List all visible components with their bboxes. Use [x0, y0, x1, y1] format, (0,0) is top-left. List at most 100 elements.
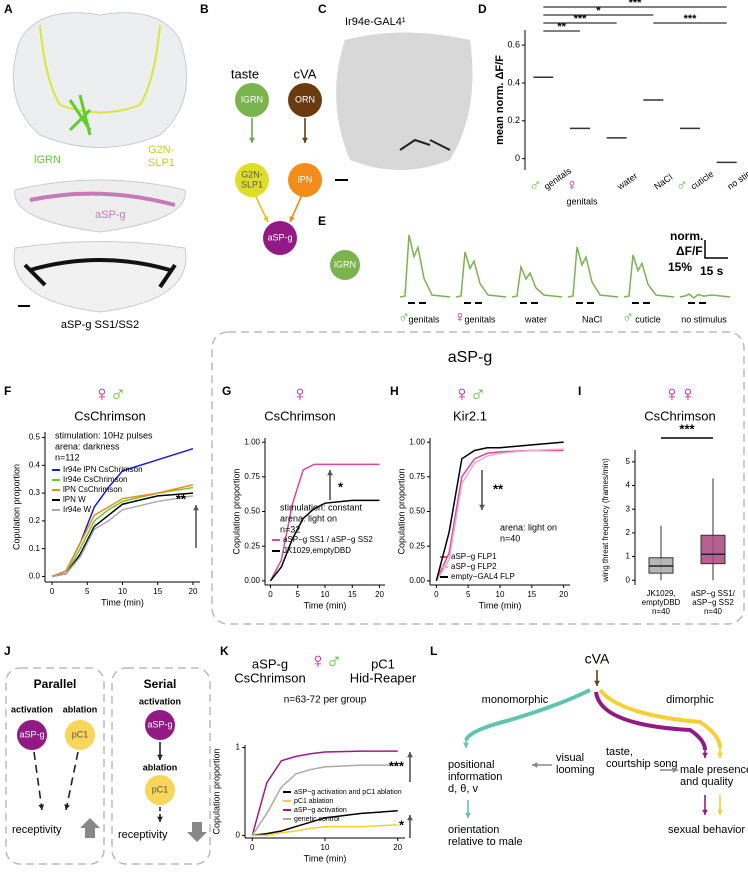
legend-label: aSP−g FLP2 — [451, 562, 497, 571]
arrow-head — [327, 470, 333, 476]
label: aSP-g SS1/SS2 — [61, 319, 139, 331]
panel-letter: H — [390, 384, 399, 398]
label: norm. — [670, 229, 703, 243]
arrow — [65, 751, 79, 811]
axis-label: Copulation proportion — [11, 464, 21, 550]
label: orientation — [448, 824, 499, 836]
label: dimorphic — [666, 694, 714, 706]
panel-letter: K — [220, 644, 229, 658]
y-tick-label: 0.50 — [409, 507, 425, 516]
label: and quality — [680, 776, 734, 788]
condition-label: water — [524, 314, 547, 324]
y-tick-label: 0 — [626, 575, 631, 584]
label: stimulation: 10Hz pulses — [55, 430, 153, 440]
y-tick-label: 0 — [515, 153, 520, 163]
label: male presence — [680, 764, 748, 776]
node-label: pC1 — [72, 729, 89, 739]
y-tick-label: 0.0 — [29, 572, 41, 581]
label: activation — [139, 696, 181, 706]
arrow-head — [157, 754, 163, 760]
legend-label: aSP−g FLP1 — [451, 552, 497, 561]
x-tick-label: 0 — [268, 590, 273, 599]
label: receptivity — [12, 824, 62, 836]
curve — [269, 499, 380, 582]
arrow-head — [479, 504, 485, 510]
node — [263, 221, 297, 255]
y-tick-label: 1.00 — [244, 437, 260, 446]
label: G2N- — [148, 144, 175, 156]
label: relative to male — [448, 836, 523, 848]
sig-label: ** — [557, 21, 566, 33]
y-tick-label: 3 — [626, 504, 631, 513]
node-label: lGRN — [334, 259, 356, 269]
sex-symbol: ♂ — [529, 177, 541, 194]
trace — [455, 251, 507, 298]
y-tick-label: 0 — [236, 830, 241, 839]
node-label: lPN — [298, 174, 313, 184]
arrow-head — [407, 752, 413, 758]
curve — [251, 764, 398, 836]
curve — [252, 810, 398, 837]
sig-label: *** — [629, 0, 643, 9]
y-tick-label: 1 — [626, 552, 631, 561]
sex-symbol: ♀ — [94, 381, 111, 406]
y-tick-label: 0.1 — [29, 544, 41, 553]
label: n=63-72 per group — [284, 695, 367, 706]
panel-title: CsChrimson — [74, 408, 146, 423]
sex-symbol: ♀ — [566, 177, 578, 194]
node — [145, 775, 175, 805]
y-tick-label: 0.75 — [409, 472, 425, 481]
node-label: aSP-g — [267, 232, 292, 242]
label: *** — [389, 758, 405, 773]
box — [700, 534, 726, 565]
x-tick-label: 5 — [466, 590, 471, 599]
panel-letter: D — [478, 2, 487, 16]
arrow-head — [594, 680, 600, 686]
trace — [679, 293, 731, 299]
category-label: water — [615, 171, 640, 192]
axis-label: Copulation proportion — [396, 468, 406, 554]
flow — [464, 688, 591, 742]
y-tick-label: 0.00 — [244, 576, 260, 585]
y-tick-label: 0.4 — [507, 77, 520, 87]
label: taste, — [606, 746, 633, 758]
label: Hid-Reaper — [350, 670, 417, 685]
sex-symbol: ♂ — [398, 309, 410, 326]
y-tick-label: 1 — [236, 743, 241, 752]
node-label: aSP-g — [147, 719, 172, 729]
label: aSP-g — [95, 209, 126, 221]
curve — [252, 824, 398, 837]
panel-letter: C — [318, 2, 327, 16]
x-tick-label: 15 — [348, 590, 357, 599]
panel-letter: B — [200, 2, 209, 16]
curve — [51, 495, 194, 578]
curve — [435, 441, 564, 582]
sex-symbol: ♀ — [454, 309, 466, 326]
curve — [51, 484, 194, 578]
node-label: ORN — [295, 94, 315, 104]
label: arena: darkness — [55, 441, 120, 451]
arrow-head — [407, 815, 413, 821]
brain-a — [12, 12, 188, 313]
arrow-head — [193, 505, 199, 511]
curve — [251, 750, 398, 836]
axis-label: wing threat frequency (frames/min) — [601, 458, 610, 583]
y-tick-label: 0.50 — [244, 507, 260, 516]
group-title: aSP-g — [448, 349, 492, 366]
x-tick-label: 5 — [85, 587, 90, 596]
category-label: cuticle — [689, 169, 716, 192]
label: n=40 — [500, 533, 520, 543]
trace — [623, 254, 675, 298]
label: Ir94e-GAL4¹ — [345, 16, 406, 28]
label: activation — [11, 704, 53, 714]
node-label: lGRN — [241, 94, 263, 104]
label: n=32 — [280, 524, 300, 534]
sig-label: * — [596, 5, 601, 17]
legend-label: lPN CsChrimson — [63, 485, 122, 494]
x-tick-label: 15 — [527, 590, 536, 599]
label: information — [448, 771, 502, 783]
x-tick-label: 5 — [296, 590, 301, 599]
node-label: SLP1 — [241, 179, 263, 189]
label: aSP-g — [252, 656, 288, 671]
